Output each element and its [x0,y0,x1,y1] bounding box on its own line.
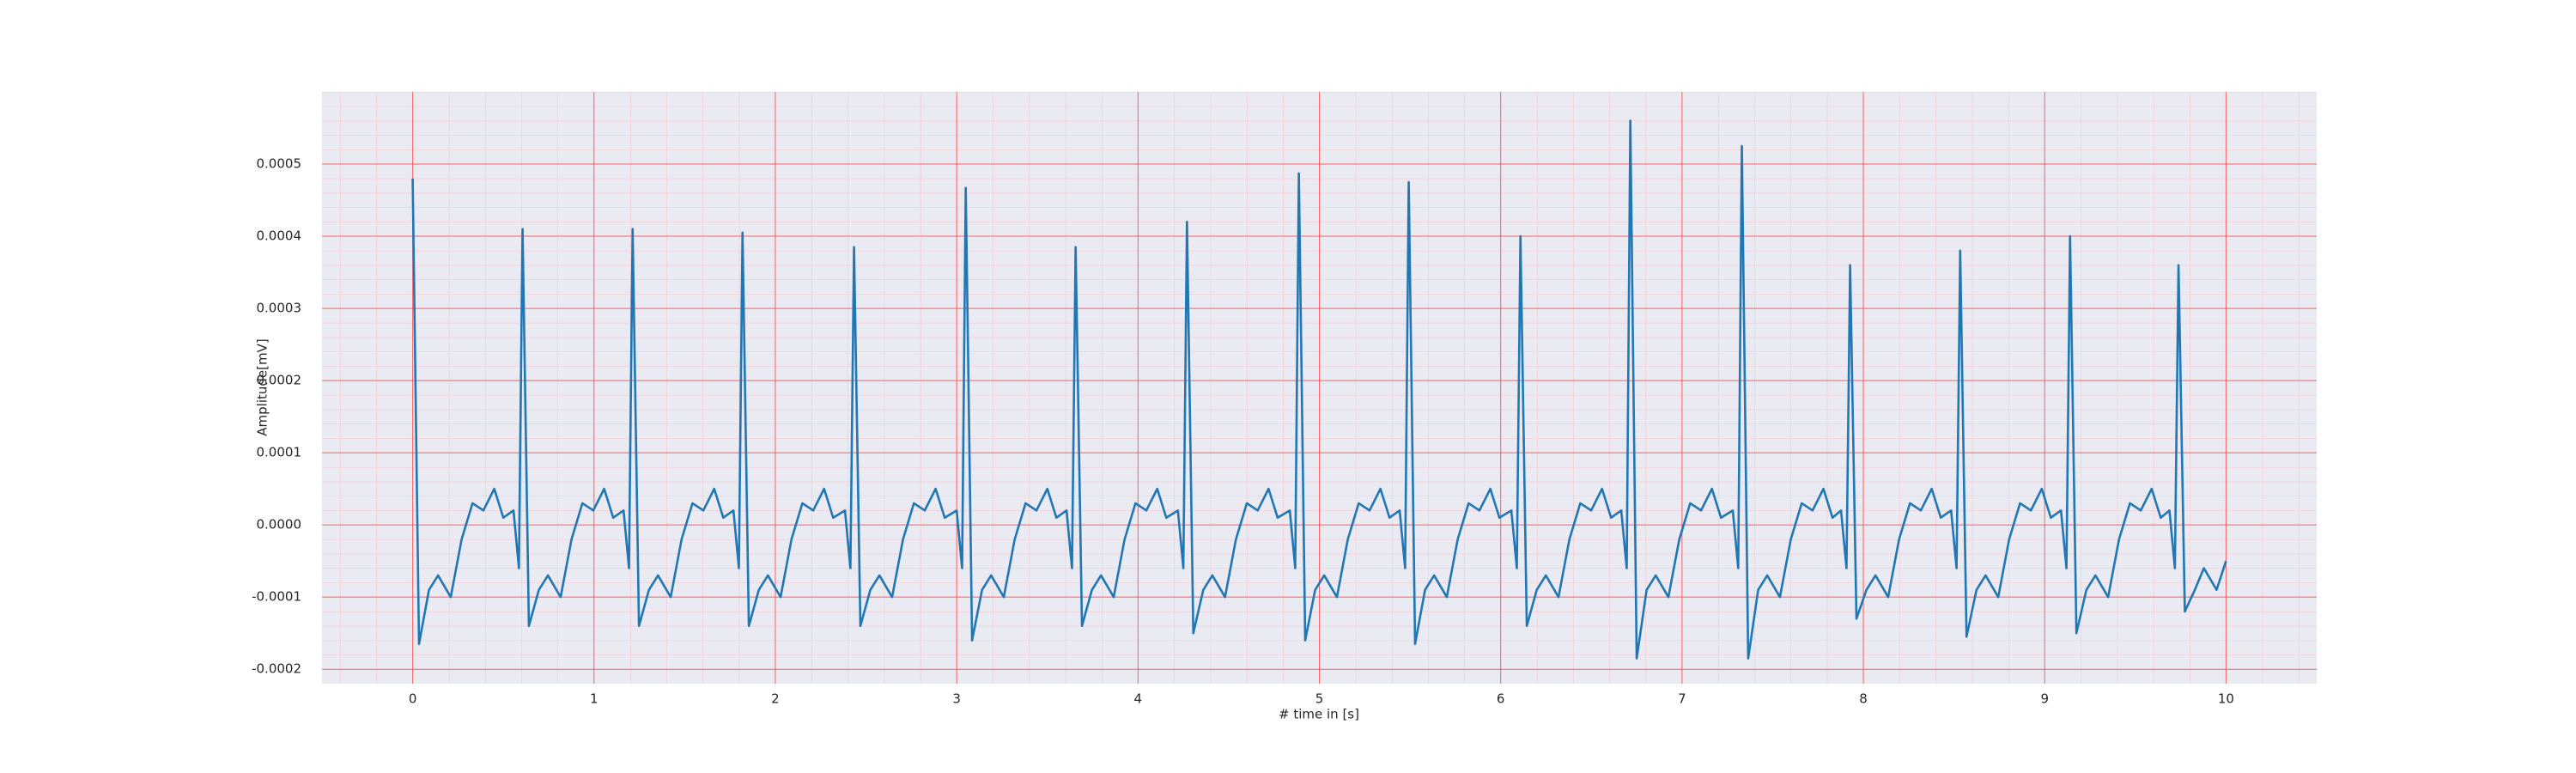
x-axis-label: # time in [s] [1279,707,1359,722]
labels: 0 1 2 3 4 5 6 7 8 9 10 -0.0002 -0.0001 0.0000 0.0001 0.… [252,156,2234,707]
y-tick-label: 0.0002 [257,373,302,388]
x-tick-label: 0 [409,691,417,707]
plot-lines [411,119,2227,660]
y-tick-label: 0.0003 [257,301,302,316]
ecg-line [411,119,2227,660]
grid [322,92,2317,684]
y-tick-label: -0.0002 [252,661,301,677]
x-tick-label: 7 [1678,691,1686,707]
y-axis-label: Amplitude[mV] [255,338,270,435]
x-tick-label: 10 [2218,691,2234,707]
y-tick-label: 0.0000 [257,517,302,533]
x-tick-label: 8 [1859,691,1868,707]
x-tick-label: 1 [590,691,598,707]
y-tick-label: 0.0005 [257,156,302,172]
x-tick-label: 5 [1315,691,1324,707]
x-tick-label: 6 [1497,691,1505,707]
y-tick-label: 0.0001 [257,445,302,460]
y-tick-label: -0.0001 [252,589,301,605]
x-tick-label: 4 [1134,691,1143,707]
x-tick-label: 9 [2040,691,2049,707]
x-tick-label: 2 [771,691,780,707]
y-tick-label: 0.0004 [257,228,302,244]
x-tick-label: 3 [952,691,961,707]
